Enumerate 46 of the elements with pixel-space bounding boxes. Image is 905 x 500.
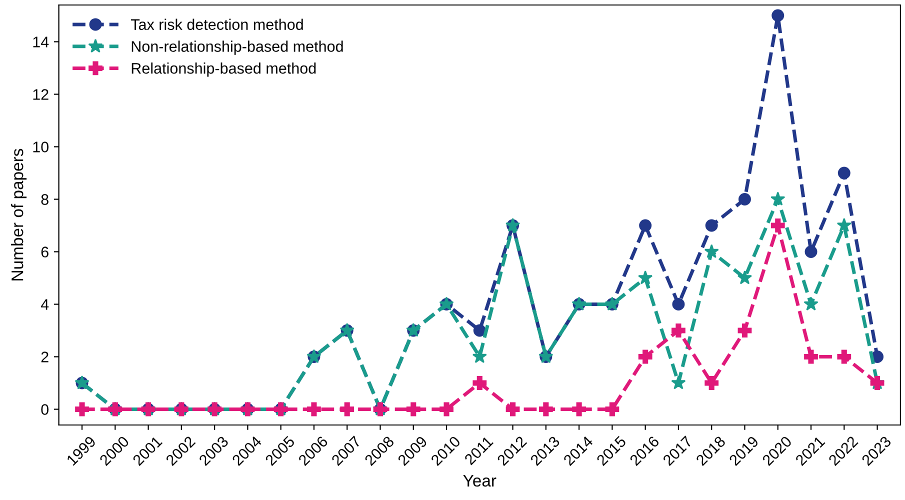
y-tick-label: 12 bbox=[33, 89, 48, 100]
legend-label: Tax risk detection method bbox=[130, 18, 303, 30]
point bbox=[672, 298, 685, 310]
x-axis-title: Year bbox=[463, 474, 496, 487]
legend-label: Relationship-based method bbox=[132, 62, 316, 77]
point bbox=[473, 324, 486, 337]
point bbox=[705, 219, 718, 232]
point bbox=[406, 402, 420, 416]
y-tick-label: 2 bbox=[41, 352, 48, 362]
point bbox=[440, 402, 454, 416]
point bbox=[737, 270, 752, 284]
y-tick-label: 8 bbox=[41, 194, 48, 205]
point bbox=[605, 402, 620, 416]
point bbox=[472, 376, 487, 390]
point bbox=[836, 218, 852, 232]
point bbox=[770, 218, 785, 232]
point bbox=[738, 193, 751, 206]
y-axis-title: Number of papers bbox=[11, 148, 27, 280]
point bbox=[340, 402, 354, 416]
point bbox=[472, 349, 487, 364]
y-tick-label: 4 bbox=[40, 299, 49, 310]
point bbox=[538, 402, 553, 416]
point bbox=[704, 376, 719, 390]
point bbox=[307, 402, 321, 416]
point bbox=[772, 9, 784, 22]
y-tick-label: 10 bbox=[33, 142, 49, 152]
point bbox=[804, 296, 818, 311]
y-tick-label: 14 bbox=[33, 36, 49, 48]
point bbox=[804, 350, 818, 364]
y-tick-label: 0 bbox=[41, 404, 49, 415]
point bbox=[75, 402, 89, 416]
point bbox=[738, 324, 752, 338]
point bbox=[838, 166, 850, 180]
point bbox=[638, 350, 652, 364]
legend-label: Non-relationship-based method bbox=[132, 40, 343, 55]
point bbox=[671, 375, 686, 390]
point bbox=[770, 192, 786, 206]
point bbox=[804, 246, 818, 258]
point bbox=[837, 350, 852, 364]
point bbox=[638, 270, 653, 284]
point bbox=[572, 402, 586, 416]
point bbox=[672, 324, 686, 338]
y-tick-label: 6 bbox=[41, 246, 48, 258]
point bbox=[639, 219, 652, 232]
point bbox=[506, 402, 520, 416]
point bbox=[704, 244, 719, 258]
